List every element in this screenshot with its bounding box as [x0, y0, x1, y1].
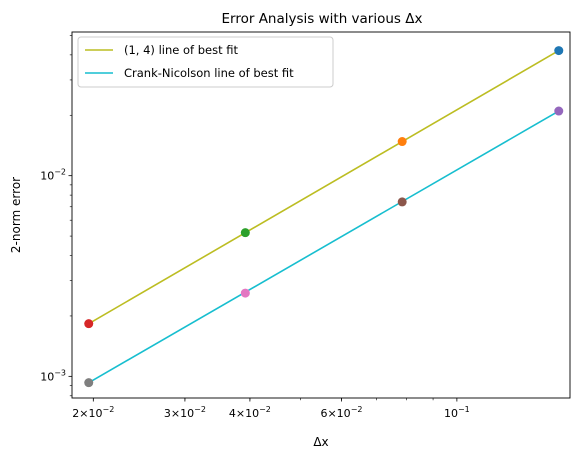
- data-point-0: [554, 46, 564, 56]
- chart-title: Error Analysis with various Δx: [222, 11, 423, 27]
- plot-area: [84, 46, 564, 388]
- legend-box: [77, 36, 334, 88]
- x-tick-label: 3×10−2: [164, 405, 206, 420]
- axes: 2×10−2 3×10−2 4×10−2 6×10−2 10−1 10−3 10−2: [40, 35, 470, 420]
- data-point-7: [84, 378, 94, 388]
- plot-frame: [71, 31, 571, 399]
- series-line-1: [88, 110, 560, 384]
- x-tick-label: 6×10−2: [320, 405, 362, 420]
- legend: (1, 4) line of best fit Crank-Nicolson l…: [77, 36, 334, 88]
- x-tick-label: 2×10−2: [72, 405, 114, 420]
- data-point-6: [240, 288, 250, 298]
- y-tick-label: 10−3: [40, 368, 66, 383]
- data-point-2: [240, 228, 250, 238]
- x-tick-label: 10−1: [444, 405, 470, 420]
- data-point-5: [397, 197, 407, 207]
- legend-label-best-fit-14: (1, 4) line of best fit: [124, 43, 238, 57]
- x-axis-label: Δx: [313, 435, 328, 449]
- series-line-0: [88, 49, 560, 325]
- data-point-3: [84, 319, 94, 329]
- data-point-4: [554, 106, 564, 116]
- legend-label-crank-nicolson: Crank-Nicolson line of best fit: [124, 66, 294, 80]
- y-axis-label: 2-norm error: [9, 177, 23, 253]
- data-point-1: [397, 137, 407, 147]
- x-tick-label: 4×10−2: [229, 405, 271, 420]
- y-tick-label: 10−2: [40, 168, 66, 183]
